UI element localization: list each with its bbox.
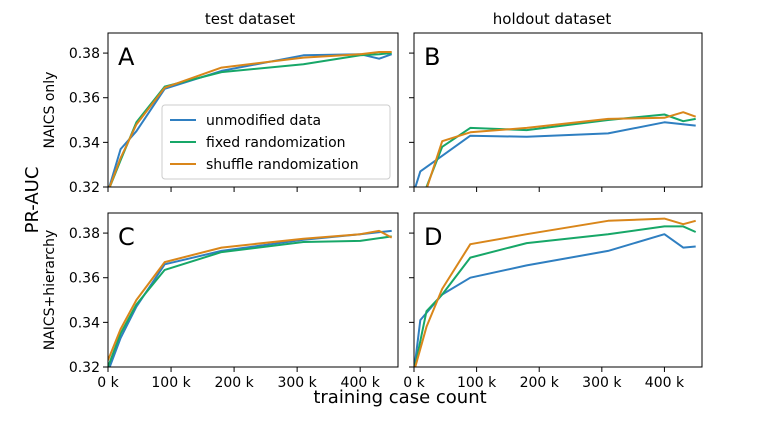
x-tick-label: 300 k [582, 375, 622, 391]
y-tick-label: 0.36 [69, 271, 100, 287]
panel-c: C 0.32 0.34 0.36 0.38 0 k 100 k 200 k 300 k 400 k [69, 212, 399, 391]
x-tick-label: 200 k [520, 375, 560, 391]
x-tick-label: 400 k [341, 375, 381, 391]
panel-b: B [409, 32, 703, 192]
y-axis-label: PR-AUC [22, 167, 43, 234]
panels: A 0.32 0.34 0.36 0.38 B C 0.32 0.34 0.36 0.38 0 k 10… [69, 32, 703, 391]
panel-letter-c: C [118, 223, 135, 251]
series-line-b-shuffle-randomization [426, 111, 697, 187]
legend-label: shuffle randomization [206, 157, 359, 173]
series-line-c-shuffle-randomization [108, 229, 393, 361]
y-tick-label: 0.38 [69, 46, 100, 62]
y-tick-label: 0.38 [69, 226, 100, 242]
panel-letter-b: B [424, 43, 440, 71]
series-line-d-fixed-randomization [414, 225, 697, 367]
panel-frame [413, 212, 703, 368]
panel-letter-a: A [118, 43, 135, 71]
y-tick-label: 0.32 [69, 180, 100, 196]
series-line-b-unmodified-data [414, 121, 696, 187]
x-tick-label: 200 k [214, 375, 254, 391]
y-tick-label: 0.36 [69, 91, 100, 107]
x-tick-label: 100 k [457, 375, 497, 391]
series-line-a-unmodified-data [108, 53, 393, 187]
x-tick-label: 100 k [151, 375, 191, 391]
series-line-c-unmodified-data [108, 229, 392, 367]
series-line-d-unmodified-data [414, 233, 696, 367]
series-line-d-shuffle-randomization [414, 217, 696, 367]
panel-letter-d: D [424, 223, 442, 251]
legend-label: fixed randomization [206, 135, 346, 151]
panel-frame [413, 32, 703, 188]
panel-d: D 0 k 100 k 200 k 300 k 400 k [403, 212, 703, 391]
series-line-c-fixed-randomization [108, 235, 392, 367]
col-title-holdout: holdout dataset [493, 10, 612, 28]
x-axis-label: training case count [313, 387, 486, 408]
x-tick-label: 0 k [403, 375, 425, 391]
legend-label: unmodified data [206, 113, 321, 129]
col-title-test: test dataset [205, 10, 295, 28]
series-line-a-shuffle-randomization [108, 51, 392, 187]
panel-a: A 0.32 0.34 0.36 0.38 [69, 32, 399, 196]
legend: unmodified data fixed randomization shuffl… [161, 104, 391, 180]
panel-frame [107, 212, 399, 368]
y-tick-label: 0.34 [69, 315, 100, 331]
x-tick-label: 400 k [645, 375, 685, 391]
y-tick-label: 0.32 [69, 360, 100, 376]
x-tick-label: 0 k [97, 375, 119, 391]
y-tick-label: 0.34 [69, 135, 100, 151]
row-label-naics-only: NAICS only [42, 72, 58, 149]
row-label-naics-hierarchy: NAICS+hierarchy [42, 230, 58, 351]
x-tick-label: 300 k [277, 375, 317, 391]
panel-frame [107, 32, 399, 188]
series-line-b-fixed-randomization [424, 113, 696, 187]
legend-box [161, 104, 391, 180]
